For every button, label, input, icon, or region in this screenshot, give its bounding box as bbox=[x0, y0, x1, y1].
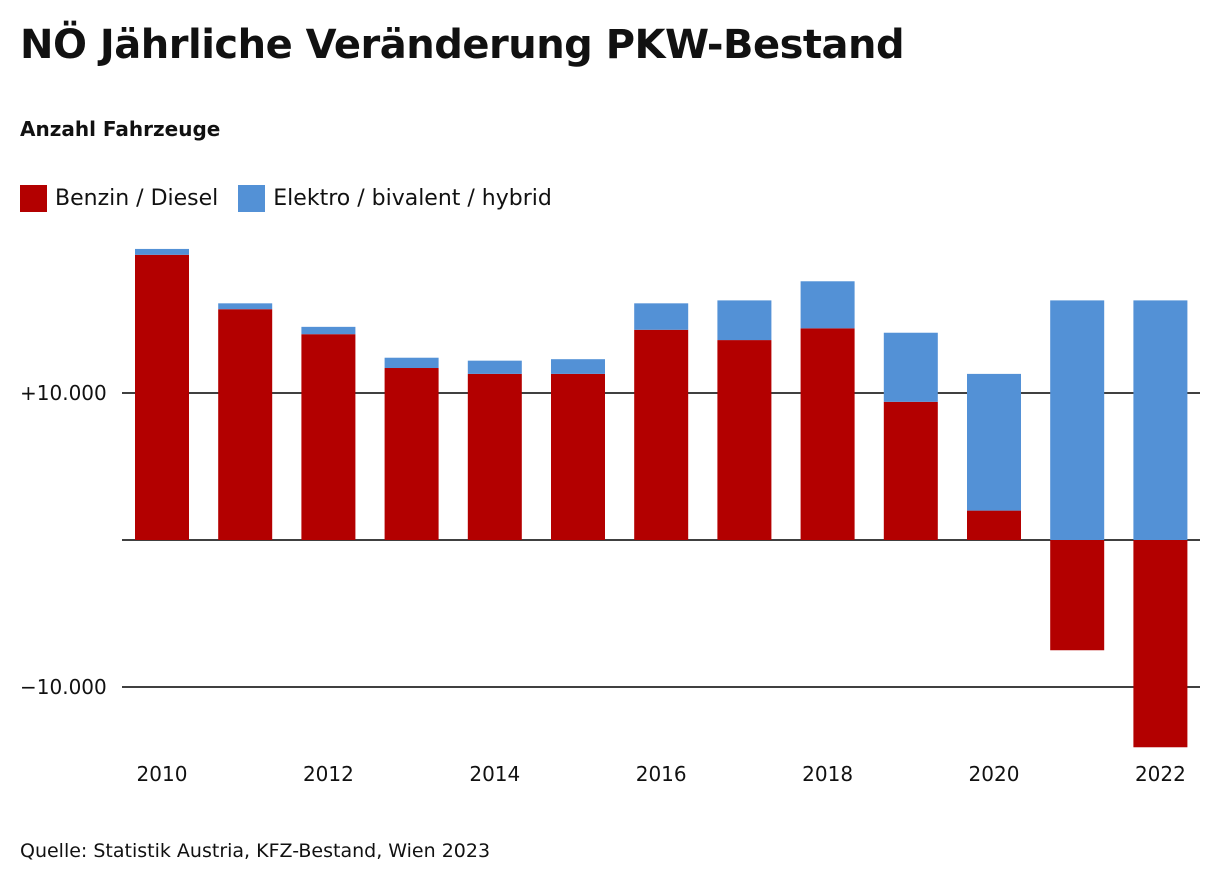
x-tick-label-2010: 2010 bbox=[137, 762, 188, 786]
bar-2015-series-0 bbox=[551, 373, 605, 540]
bar-2017-series-1 bbox=[717, 300, 772, 341]
bar-2014-series-0 bbox=[467, 373, 522, 540]
bar-2020-series-0 bbox=[967, 510, 1021, 540]
bar-2016-series-1 bbox=[634, 303, 689, 330]
x-tick-label-2022: 2022 bbox=[1135, 762, 1186, 786]
bar-2019-series-1 bbox=[883, 332, 938, 402]
x-tick-label-2016: 2016 bbox=[636, 762, 687, 786]
legend-label-benzin: Benzin / Diesel bbox=[55, 186, 219, 211]
bar-2012-series-0 bbox=[301, 334, 356, 540]
x-tick-label-2018: 2018 bbox=[802, 762, 853, 786]
bar-2010-series-0 bbox=[135, 254, 189, 540]
bar-2016-series-0 bbox=[634, 329, 689, 540]
y-tick-label-2: −10.000 bbox=[20, 675, 107, 699]
bar-2018-series-0 bbox=[800, 328, 855, 540]
bar-2022-series-1 bbox=[1133, 300, 1188, 540]
bar-2022-series-0 bbox=[1133, 540, 1188, 748]
chart-subtitle: Anzahl Fahrzeuge bbox=[20, 117, 221, 141]
bar-2011-series-0 bbox=[218, 309, 273, 540]
legend: Benzin / Diesel Elektro / bivalent / hyb… bbox=[20, 185, 552, 212]
bar-2013-series-0 bbox=[384, 368, 439, 540]
bar-2011-series-1 bbox=[218, 303, 273, 310]
x-tick-label-2020: 2020 bbox=[969, 762, 1020, 786]
source-note: Quelle: Statistik Austria, KFZ-Bestand, … bbox=[20, 840, 491, 862]
chart-title: NÖ Jährliche Veränderung PKW-Bestand bbox=[20, 22, 905, 68]
x-tick-label-2012: 2012 bbox=[303, 762, 354, 786]
bar-2013-series-1 bbox=[384, 357, 439, 369]
bar-2020-series-1 bbox=[967, 373, 1021, 511]
bar-2014-series-1 bbox=[467, 360, 522, 374]
legend-item-elektro: Elektro / bivalent / hybrid bbox=[238, 185, 552, 212]
bar-2018-series-1 bbox=[800, 281, 855, 329]
legend-swatch-elektro bbox=[238, 185, 266, 212]
y-tick-label-0: +10.000 bbox=[20, 381, 107, 405]
bar-2019-series-0 bbox=[883, 401, 938, 540]
legend-swatch-benzin bbox=[20, 185, 47, 212]
bar-2015-series-1 bbox=[551, 359, 605, 374]
legend-label-elektro: Elektro / bivalent / hybrid bbox=[273, 186, 552, 211]
x-tick-label-2014: 2014 bbox=[469, 762, 520, 786]
bar-2010-series-1 bbox=[135, 248, 189, 255]
legend-item-benzin: Benzin / Diesel bbox=[20, 185, 218, 212]
bar-2012-series-1 bbox=[301, 326, 356, 335]
bar-2021-series-1 bbox=[1050, 300, 1105, 540]
bar-2021-series-0 bbox=[1050, 540, 1105, 651]
bar-2017-series-0 bbox=[717, 340, 772, 540]
